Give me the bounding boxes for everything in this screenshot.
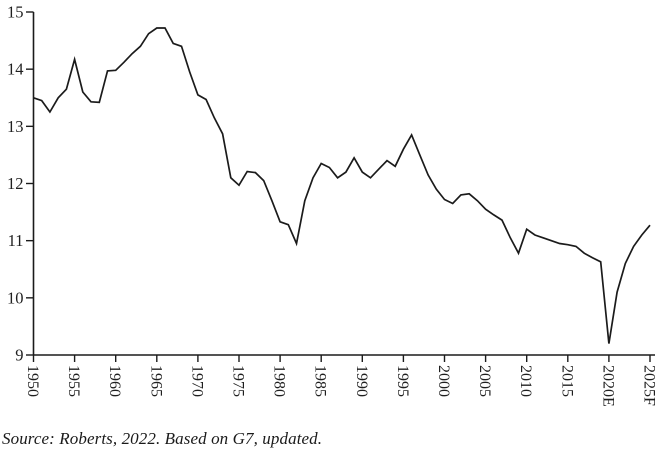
y-tick-label: 12 [7, 174, 24, 193]
x-tick-label: 1985 [312, 365, 329, 397]
chart-line [33, 27, 651, 344]
x-tick-label: 1960 [106, 365, 123, 397]
y-tick-label: 13 [7, 117, 24, 136]
x-tick-label: 1980 [271, 365, 288, 397]
y-tick-label: 9 [15, 346, 23, 365]
x-tick-label: 2005 [476, 365, 493, 397]
x-tick-label: 1965 [147, 365, 164, 397]
source-note: Source: Roberts, 2022. Based on G7, upda… [2, 429, 323, 448]
x-tick-label: 2000 [435, 365, 452, 397]
x-tick-label: 1970 [188, 365, 205, 397]
x-tick-label: 1975 [230, 365, 247, 397]
x-tick-label: 2025F [641, 365, 658, 406]
y-tick-label: 14 [7, 60, 24, 79]
x-tick-label: 2015 [558, 365, 575, 397]
y-tick-label: 11 [8, 231, 24, 250]
x-tick-label: 1995 [394, 365, 411, 397]
x-tick-label: 1950 [24, 365, 41, 397]
y-tick-label: 15 [7, 3, 24, 22]
x-tick-label: 1955 [65, 365, 82, 397]
y-tick-label: 10 [7, 288, 24, 307]
x-tick-label: 1990 [353, 365, 370, 397]
x-tick-label: 2010 [517, 365, 534, 397]
x-tick-label: 2020E [599, 365, 616, 407]
